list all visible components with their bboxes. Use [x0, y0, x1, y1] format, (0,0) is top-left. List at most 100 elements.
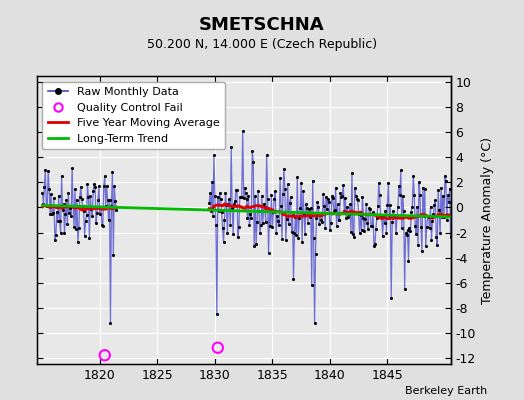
Point: [266, 223, 275, 229]
Point: [326, 226, 334, 233]
Point: [59, 201, 68, 207]
Point: [388, 219, 396, 225]
Point: [438, 214, 446, 220]
Point: [67, 212, 75, 219]
Point: [425, 224, 434, 231]
Point: [105, 197, 114, 203]
Point: [78, 196, 86, 202]
Point: [207, 207, 215, 214]
Point: [417, 224, 425, 230]
Point: [379, 214, 388, 221]
Point: [354, 197, 362, 203]
Point: [406, 228, 414, 234]
Point: [423, 213, 432, 220]
Point: [45, 185, 53, 192]
Point: [341, 194, 350, 201]
Point: [443, 217, 451, 223]
Point: [362, 201, 370, 207]
Point: [226, 222, 234, 228]
Point: [253, 219, 261, 225]
Point: [339, 182, 347, 188]
Point: [244, 193, 253, 199]
Point: [427, 237, 435, 243]
Point: [293, 174, 301, 180]
Point: [433, 242, 441, 249]
Point: [328, 193, 336, 199]
Point: [112, 207, 121, 213]
Point: [261, 219, 270, 226]
Point: [49, 210, 57, 217]
Point: [310, 320, 319, 326]
Point: [209, 213, 217, 219]
Point: [85, 235, 94, 242]
Point: [431, 197, 440, 204]
Point: [46, 211, 54, 218]
Point: [321, 225, 329, 231]
Point: [334, 216, 343, 223]
Point: [400, 286, 409, 292]
Point: [41, 166, 49, 173]
Point: [343, 204, 352, 210]
Point: [434, 187, 442, 193]
Point: [427, 204, 435, 210]
Point: [83, 181, 92, 187]
Point: [241, 185, 249, 192]
Point: [344, 214, 352, 221]
Point: [224, 200, 233, 207]
Point: [371, 241, 379, 247]
Point: [418, 247, 426, 254]
Text: 50.200 N, 14.000 E (Czech Republic): 50.200 N, 14.000 E (Czech Republic): [147, 38, 377, 51]
Point: [374, 203, 382, 210]
Point: [89, 188, 97, 194]
Point: [416, 192, 424, 198]
Point: [214, 208, 223, 214]
Point: [48, 211, 56, 218]
Point: [51, 237, 59, 243]
Point: [99, 223, 107, 229]
Point: [309, 235, 318, 242]
Point: [255, 208, 263, 214]
Point: [73, 196, 81, 203]
Y-axis label: Temperature Anomaly (°C): Temperature Anomaly (°C): [482, 136, 495, 304]
Point: [298, 239, 307, 245]
Point: [297, 180, 305, 186]
Point: [333, 201, 342, 208]
Point: [71, 186, 79, 192]
Point: [101, 352, 109, 358]
Point: [377, 212, 386, 218]
Point: [304, 220, 312, 226]
Point: [398, 225, 406, 232]
Point: [288, 212, 297, 218]
Point: [446, 234, 455, 240]
Point: [348, 170, 356, 176]
Point: [233, 186, 241, 193]
Point: [316, 211, 324, 218]
Point: [212, 222, 220, 228]
Point: [345, 211, 353, 217]
Point: [60, 230, 69, 236]
Point: [387, 294, 396, 301]
Point: [390, 213, 398, 220]
Point: [108, 169, 116, 176]
Point: [87, 206, 95, 213]
Point: [69, 203, 77, 209]
Point: [235, 224, 243, 230]
Point: [408, 204, 417, 210]
Point: [424, 214, 433, 220]
Point: [324, 196, 332, 202]
Point: [213, 311, 221, 317]
Point: [444, 199, 453, 205]
Point: [421, 243, 430, 249]
Point: [61, 211, 70, 218]
Point: [392, 230, 400, 236]
Point: [265, 206, 274, 213]
Point: [366, 206, 374, 213]
Point: [391, 212, 399, 219]
Point: [273, 213, 281, 220]
Point: [369, 209, 377, 216]
Point: [82, 212, 91, 219]
Point: [435, 207, 443, 214]
Point: [279, 191, 287, 197]
Point: [42, 202, 50, 208]
Point: [322, 194, 330, 200]
